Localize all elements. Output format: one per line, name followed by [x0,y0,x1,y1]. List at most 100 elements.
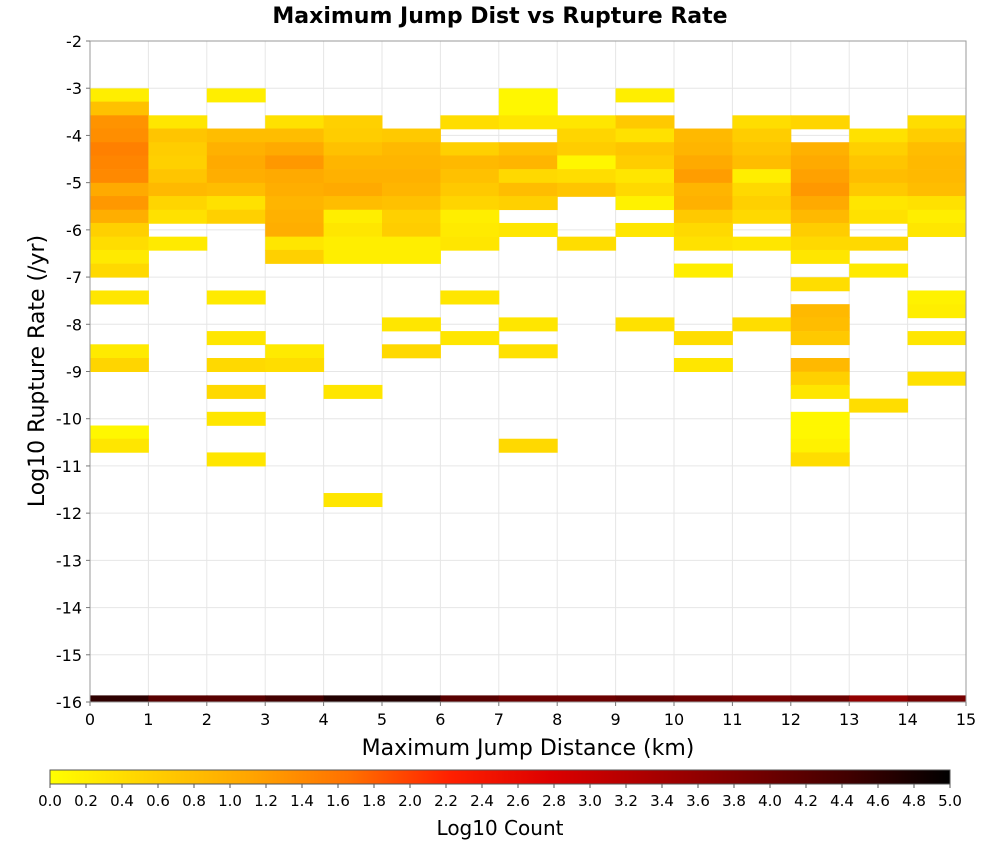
heatmap-cell-159 [790,411,850,426]
heatmap-cell-135 [732,155,792,170]
y-tick-label-0: -2 [66,32,82,51]
heatmap-cell-74 [382,209,441,224]
x-tick-label-6: 6 [435,710,445,729]
heatmap-bottom-cell-5 [382,695,441,702]
heatmap-cell-2 [90,115,149,130]
heatmap-cell-61 [323,196,383,211]
heatmap-cell-125 [674,196,733,211]
heatmap-cell-102 [498,438,558,453]
heatmap-cell-149 [790,222,850,237]
heatmap-cell-34 [206,196,266,211]
heatmap-cell-44 [265,142,325,157]
heatmap-bottom-cell-1 [148,695,208,702]
heatmap-cell-83 [440,169,500,184]
heatmap-cell-112 [615,128,675,143]
colorbar-tick-label-10: 2.0 [398,792,422,810]
heatmap-cell-181 [907,222,967,237]
heatmap-cell-160 [790,425,850,440]
heatmap-cell-89 [440,290,500,305]
heatmap-cell-109 [557,236,617,251]
heatmap-cell-122 [674,155,733,170]
heatmap-cell-95 [498,155,558,170]
heatmap-cell-84 [440,182,500,197]
heatmap-cell-161 [790,438,850,453]
heatmap-cell-111 [615,115,675,130]
heatmap-cell-138 [732,196,792,211]
y-axis-title: Log10 Rupture Rate (/yr) [25,235,50,507]
heatmap-cell-59 [323,169,383,184]
colorbar-tick-label-4: 0.8 [182,792,206,810]
heatmap-cell-165 [849,155,909,170]
heatmap-cell-19 [148,115,208,130]
heatmap-cell-37 [206,331,266,346]
colorbar-tick-label-19: 3.8 [722,792,746,810]
heatmap-cell-26 [148,209,208,224]
heatmap-cell-157 [790,371,850,386]
x-tick-label-11: 11 [722,710,742,729]
heatmap-cell-10 [90,222,149,237]
heatmap-cell-54 [265,357,325,372]
colorbar-tick-label-21: 4.2 [794,792,818,810]
x-tick-label-3: 3 [260,710,270,729]
y-tick-label-7: -9 [66,363,82,382]
heatmap-cell-179 [907,196,967,211]
heatmap-cell-128 [674,236,733,251]
heatmap-cell-152 [790,277,850,292]
heatmap-cell-131 [674,357,733,372]
heatmap-cell-103 [557,115,617,130]
heatmap-cell-184 [907,331,967,346]
chart-title: Maximum Jump Dist vs Rupture Rate [272,4,727,29]
heatmap-bottom-cell-8 [557,695,617,702]
heatmap-cell-113 [615,142,675,157]
heatmap-cell-144 [790,155,850,170]
heatmap-cell-137 [732,182,792,197]
colorbar-tick-label-23: 4.6 [866,792,890,810]
heatmap-cell-150 [790,236,850,251]
heatmap-cell-120 [674,128,733,143]
heatmap-cell-13 [90,263,149,278]
heatmap-cell-177 [907,169,967,184]
heatmap-cell-49 [265,209,325,224]
heatmap-cell-12 [90,249,149,264]
heatmap-cell-55 [323,115,383,130]
heatmap-cell-163 [849,128,909,143]
heatmap-cell-130 [674,331,733,346]
y-tick-label-13: -15 [56,646,82,665]
heatmap-cell-15 [90,344,149,359]
x-tick-label-7: 7 [494,710,504,729]
colorbar-tick-label-22: 4.4 [830,792,854,810]
heatmap-cell-35 [206,209,266,224]
heatmap-bottom-cell-14 [907,695,967,702]
heatmap-cell-110 [615,88,675,103]
colorbar-title: Log10 Count [437,816,564,840]
heatmap-cell-166 [849,169,909,184]
x-tick-label-1: 1 [143,710,153,729]
heatmap-cell-155 [790,331,850,346]
heatmap-cell-85 [440,196,500,211]
heatmap-cell-52 [265,249,325,264]
heatmap-cell-3 [90,128,149,143]
heatmap-cell-91 [498,88,558,103]
colorbar-tick-label-17: 3.4 [650,792,674,810]
x-axis-title: Maximum Jump Distance (km) [362,736,695,761]
heatmap-cell-115 [615,169,675,184]
heatmap-cell-99 [498,222,558,237]
colorbar-tick-label-18: 3.6 [686,792,710,810]
colorbar-tick-label-5: 1.0 [218,792,242,810]
heatmap-cell-142 [790,115,850,130]
heatmap-cell-164 [849,142,909,157]
heatmap-cell-93 [498,115,558,130]
heatmap-cell-94 [498,142,558,157]
heatmap-cell-90 [440,331,500,346]
heatmap-cell-127 [674,222,733,237]
heatmap-cell-167 [849,182,909,197]
heatmap-cell-118 [615,222,675,237]
colorbar-tick-label-3: 0.6 [146,792,170,810]
heatmap-cell-53 [265,344,325,359]
heatmap-cell-104 [557,128,617,143]
y-tick-label-9: -11 [56,457,82,476]
heatmap-bottom-cell-7 [498,695,558,702]
heatmap-cell-92 [498,101,558,116]
